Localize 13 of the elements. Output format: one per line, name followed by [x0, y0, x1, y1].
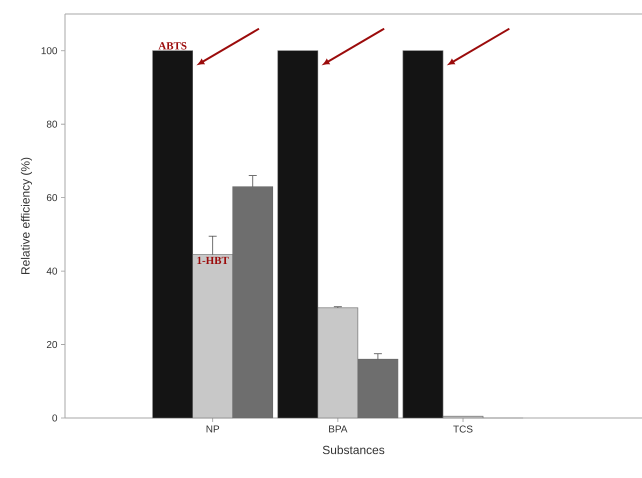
y-axis-title: Relative efficiency (%) [20, 158, 32, 274]
y-tick-label: 60 [46, 194, 58, 202]
series-label: ABTS [158, 42, 186, 50]
y-tick-label: 0 [52, 414, 58, 422]
x-tick-label: NP [206, 426, 220, 432]
x-axis-title: Substances [322, 445, 384, 454]
y-tick-label: 80 [46, 120, 58, 128]
x-tick-label: BPA [329, 426, 348, 432]
y-tick-label: 20 [46, 341, 58, 348]
series-label: 1-HBT [197, 256, 229, 264]
y-tick-label: 40 [46, 268, 58, 275]
y-tick-label: 100 [42, 47, 58, 54]
x-tick-label: TCS [453, 426, 473, 433]
